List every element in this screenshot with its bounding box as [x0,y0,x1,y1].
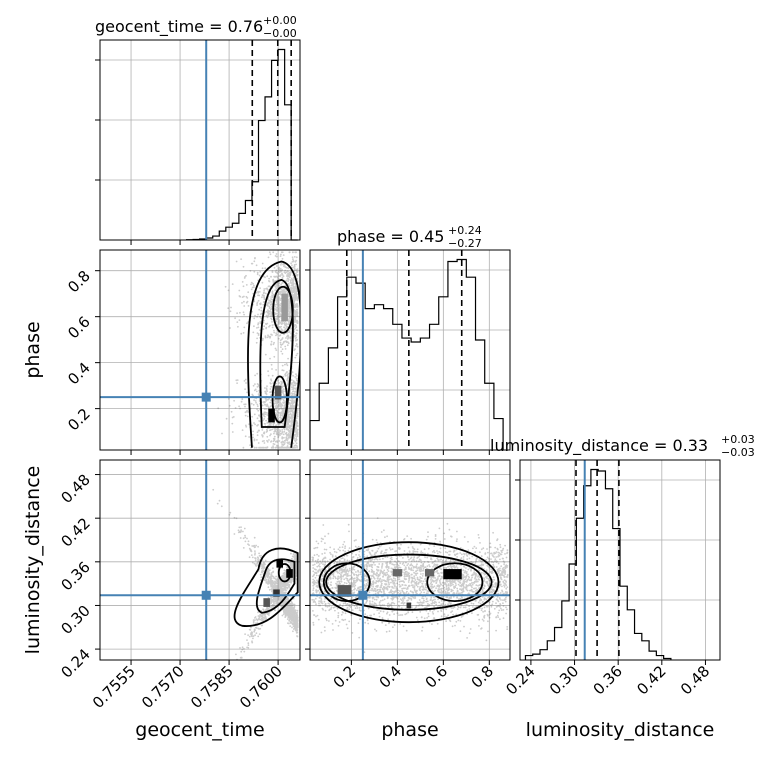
panel-hist-luminosity-distance: 0.24 0.30 0.36 0.42 0.48 [502,459,721,698]
y-tick-label-phase: 0.6 [64,313,94,343]
y-tick-label-luminosity_distance: 0.30 [57,602,93,638]
panel-phase-vs-geocent-time: 0.2 0.4 0.6 0.8 [64,249,301,455]
x-tick-label-geocent_time: 0.7600 [236,662,286,712]
contour-inner-right [426,562,484,602]
x-tick-label-luminosity_distance: 0.42 [633,662,669,698]
panel-frame [309,249,511,451]
x-tick-label-luminosity_distance: 0.24 [502,662,538,698]
density-cell [286,569,293,578]
contour-inner-left [322,562,371,602]
density-cell [443,569,462,580]
density-cell [281,293,288,322]
x-tick-label-geocent_time: 0.7555 [89,662,139,712]
title-luminosity-distance: luminosity_distance = 0.33 [490,436,708,456]
x-tick-label-luminosity_distance: 0.48 [677,662,713,698]
title-phase: phase = 0.45 [337,227,444,246]
y-tick-label-luminosity_distance: 0.48 [57,471,93,507]
contour-middle [255,558,296,614]
density-layer [217,251,300,449]
x-tick-label-phase: 0.8 [468,662,498,692]
title-geocent-time-plus: +0.00 [263,14,297,27]
xlabel-geocent-time: geocent_time [135,719,264,741]
density-cell [276,558,284,568]
title-phase-minus: −0.27 [448,237,482,250]
x-tick-label-phase: 0.4 [376,662,406,692]
histogram-geocent_time [186,48,298,241]
panel-frame [99,249,301,451]
xlabel-phase: phase [381,719,438,741]
contour-outer [318,541,500,624]
title-geocent-time-minus: −0.00 [263,27,297,40]
panel-frame [309,459,511,661]
y-tick-label-luminosity_distance: 0.36 [57,558,93,594]
y-tick-label-phase: 0.2 [64,405,94,435]
ylabel-luminosity-distance: luminosity_distance [22,466,44,655]
title-luminosity-distance-plus: +0.03 [721,433,755,446]
x-tick-label-geocent_time: 0.7585 [187,662,237,712]
x-tick-label-luminosity_distance: 0.30 [546,662,582,698]
xlabel-luminosity-distance: luminosity_distance [526,719,715,741]
truth-point [358,590,368,600]
contour-middle [259,278,294,428]
density-cell [268,408,275,423]
panel-frame [99,39,301,241]
y-tick-label-luminosity_distance: 0.42 [57,514,93,550]
density-cell [263,598,270,607]
x-tick-label-phase: 0.6 [422,662,452,692]
panel-hist-geocent-time [95,39,301,245]
x-tick-label-phase: 0.2 [330,662,360,692]
panel-frame [99,459,301,661]
title-luminosity-distance-minus: −0.03 [721,446,755,459]
panel-distance-vs-phase: 0.2 0.4 0.6 0.8 [305,459,511,692]
truth-point [201,590,211,600]
contour-outer [233,547,299,627]
histogram-phase [309,258,504,450]
panel-distance-vs-geocent-time: 0.7555 0.7570 0.7585 0.7600 0.24 0.30 0.36 0.42… [57,459,301,712]
title-phase-plus: +0.24 [448,224,482,237]
density-cell [424,569,435,577]
panel-frame [519,459,721,661]
density-layer [212,488,299,660]
ylabel-phase: phase [22,321,44,378]
sample-points [311,508,509,654]
density-cell [392,569,402,577]
density-cell [406,602,412,609]
title-geocent-time: geocent_time = 0.76 [95,17,263,37]
contour-inner-low [271,375,288,424]
density-cell [274,385,282,400]
x-tick-label-geocent_time: 0.7570 [138,662,188,712]
contour-middle [325,553,493,611]
density-layer [311,508,509,654]
contour-inner-high [272,285,294,334]
panel-hist-phase [305,249,511,455]
truth-point [201,392,211,402]
density-cell [273,589,280,597]
y-tick-label-phase: 0.8 [64,267,94,297]
density-cell [337,585,352,597]
y-tick-label-luminosity_distance: 0.24 [57,645,93,681]
y-tick-label-phase: 0.4 [64,359,94,389]
x-tick-label-luminosity_distance: 0.36 [590,662,626,698]
histogram-luminosity_distance [524,468,672,660]
